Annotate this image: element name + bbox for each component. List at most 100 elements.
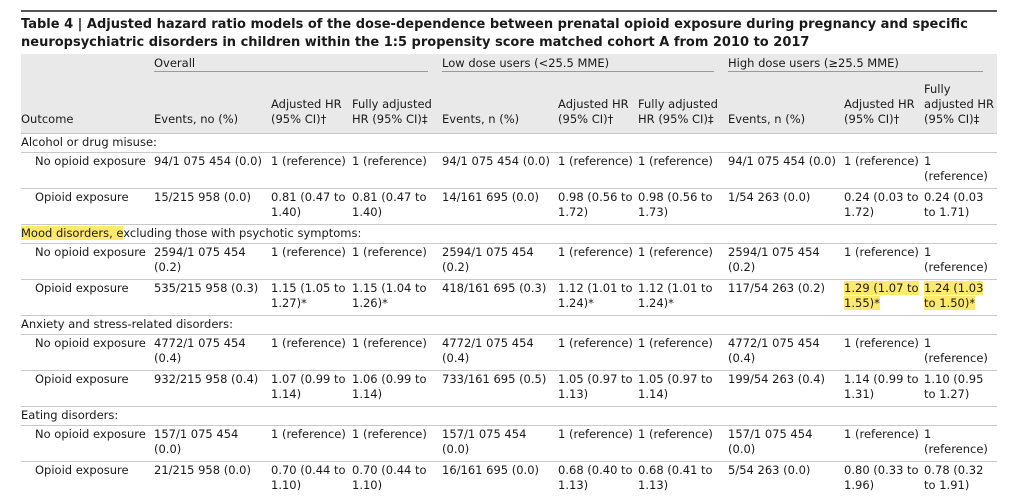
value-cell: 199/54 263 (0.4): [728, 371, 844, 407]
value-cell: 0.81 (0.47 to 1.40): [271, 189, 352, 225]
value-cell: 1.24 (1.03 to 1.50)*: [924, 280, 997, 316]
value-cell: 1 (reference): [352, 153, 442, 189]
value-cell: 1 (reference): [844, 244, 924, 280]
value-cell: 1.05 (0.97 to 1.13): [558, 371, 638, 407]
value-cell: 1 (reference): [558, 244, 638, 280]
group-overall: Overall: [154, 54, 442, 73]
value-cell: 2594/1 075 454 (0.2): [154, 244, 271, 280]
value-cell: 16/161 695 (0.0): [442, 462, 558, 497]
value-cell: 157/1 075 454 (0.0): [442, 426, 558, 462]
col-outcome: Outcome: [21, 73, 154, 134]
value-cell: 94/1 075 454 (0.0): [728, 153, 844, 189]
value-cell: 21/215 958 (0.0): [154, 462, 271, 497]
value-cell: 1 (reference): [924, 244, 997, 280]
value-cell: 1/54 263 (0.0): [728, 189, 844, 225]
section-row: Mood disorders, excluding those with psy…: [21, 225, 997, 244]
value-cell: 1 (reference): [558, 426, 638, 462]
value-cell: 1.10 (0.95 to 1.27): [924, 371, 997, 407]
value-cell: 1 (reference): [558, 153, 638, 189]
highlighted-text: Mood disorders, e: [21, 226, 123, 240]
value-cell: 1.14 (0.99 to 1.31): [844, 371, 924, 407]
value-cell: 4772/1 075 454 (0.4): [154, 335, 271, 371]
col-fully-adjusted-hr-high: Fully adjusted HR (95% CI)‡: [924, 73, 997, 134]
value-cell: 1 (reference): [638, 335, 728, 371]
value-cell: 0.78 (0.32 to 1.91): [924, 462, 997, 497]
value-cell: 0.70 (0.44 to 1.10): [352, 462, 442, 497]
column-header-row: Outcome Events, no (%) Adjusted HR (95% …: [21, 73, 997, 134]
value-cell: 1 (reference): [924, 153, 997, 189]
section-label: Mood disorders, excluding those with psy…: [21, 225, 997, 244]
value-cell: 0.68 (0.41 to 1.13): [638, 462, 728, 497]
value-cell: 1 (reference): [271, 153, 352, 189]
value-cell: 2594/1 075 454 (0.2): [442, 244, 558, 280]
value-cell: 1 (reference): [844, 153, 924, 189]
col-events-high: Events, n (%): [728, 73, 844, 134]
value-cell: 1 (reference): [844, 426, 924, 462]
value-cell: 1 (reference): [352, 244, 442, 280]
section-row: Anxiety and stress-related disorders:: [21, 316, 997, 335]
section-row: Eating disorders:: [21, 407, 997, 426]
value-cell: 418/161 695 (0.3): [442, 280, 558, 316]
value-cell: 94/1 075 454 (0.0): [442, 153, 558, 189]
value-cell: 1.15 (1.05 to 1.27)*: [271, 280, 352, 316]
col-fully-adjusted-hr-low: Fully adjusted HR (95% CI)‡: [638, 73, 728, 134]
value-cell: 1.06 (0.99 to 1.14): [352, 371, 442, 407]
value-cell: 1.15 (1.04 to 1.26)*: [352, 280, 442, 316]
value-cell: 94/1 075 454 (0.0): [154, 153, 271, 189]
value-cell: 1 (reference): [924, 335, 997, 371]
value-cell: 2594/1 075 454 (0.2): [728, 244, 844, 280]
outcome-cell: Opioid exposure: [21, 462, 154, 497]
section-label: Eating disorders:: [21, 407, 997, 426]
value-cell: 1 (reference): [638, 426, 728, 462]
col-fully-adjusted-hr-overall: Fully adjusted HR (95% CI)‡: [352, 73, 442, 134]
group-high-dose: High dose users (≥25.5 MME): [728, 54, 997, 73]
value-cell: 1 (reference): [558, 335, 638, 371]
col-adjusted-hr-overall: Adjusted HR (95% CI)†: [271, 73, 352, 134]
col-adjusted-hr-low: Adjusted HR (95% CI)†: [558, 73, 638, 134]
group-header-row: Overall Low dose users (<25.5 MME) High …: [21, 54, 997, 73]
value-cell: 0.24 (0.03 to 1.72): [844, 189, 924, 225]
value-cell: 0.68 (0.40 to 1.13): [558, 462, 638, 497]
value-cell: 1 (reference): [638, 153, 728, 189]
value-cell: 1.12 (1.01 to 1.24)*: [638, 280, 728, 316]
value-cell: 1.12 (1.01 to 1.24)*: [558, 280, 638, 316]
value-cell: 4772/1 075 454 (0.4): [442, 335, 558, 371]
outcome-cell: Opioid exposure: [21, 189, 154, 225]
value-cell: 0.81 (0.47 to 1.40): [352, 189, 442, 225]
value-cell: 1 (reference): [352, 426, 442, 462]
value-cell: 4772/1 075 454 (0.4): [728, 335, 844, 371]
value-cell: 1.05 (0.97 to 1.14): [638, 371, 728, 407]
section-label: Anxiety and stress-related disorders:: [21, 316, 997, 335]
value-cell: 157/1 075 454 (0.0): [154, 426, 271, 462]
value-cell: 1 (reference): [271, 335, 352, 371]
section-name: Anxiety and stress-related disorders:: [21, 317, 233, 331]
outcome-cell: No opioid exposure: [21, 244, 154, 280]
outcome-cell: No opioid exposure: [21, 153, 154, 189]
highlighted-value: 1.29 (1.07 to 1.55)*: [844, 281, 919, 310]
value-cell: 1 (reference): [271, 244, 352, 280]
value-cell: 1 (reference): [352, 335, 442, 371]
value-cell: 5/54 263 (0.0): [728, 462, 844, 497]
table-container: Table 4 | Adjusted hazard ratio models o…: [21, 10, 997, 497]
outcome-cell: Opioid exposure: [21, 371, 154, 407]
value-cell: 733/161 695 (0.5): [442, 371, 558, 407]
value-cell: 0.80 (0.33 to 1.96): [844, 462, 924, 497]
value-cell: 15/215 958 (0.0): [154, 189, 271, 225]
section-name: Alcohol or drug misuse:: [21, 135, 157, 149]
highlighted-value: 1.24 (1.03 to 1.50)*: [924, 281, 983, 310]
table-title: Table 4 | Adjusted hazard ratio models o…: [21, 10, 997, 54]
value-cell: 1 (reference): [271, 426, 352, 462]
value-cell: 14/161 695 (0.0): [442, 189, 558, 225]
value-cell: 932/215 958 (0.4): [154, 371, 271, 407]
outcome-cell: Opioid exposure: [21, 280, 154, 316]
value-cell: 0.70 (0.44 to 1.10): [271, 462, 352, 497]
value-cell: 1 (reference): [638, 244, 728, 280]
section-label: Alcohol or drug misuse:: [21, 134, 997, 153]
value-cell: 0.98 (0.56 to 1.73): [638, 189, 728, 225]
